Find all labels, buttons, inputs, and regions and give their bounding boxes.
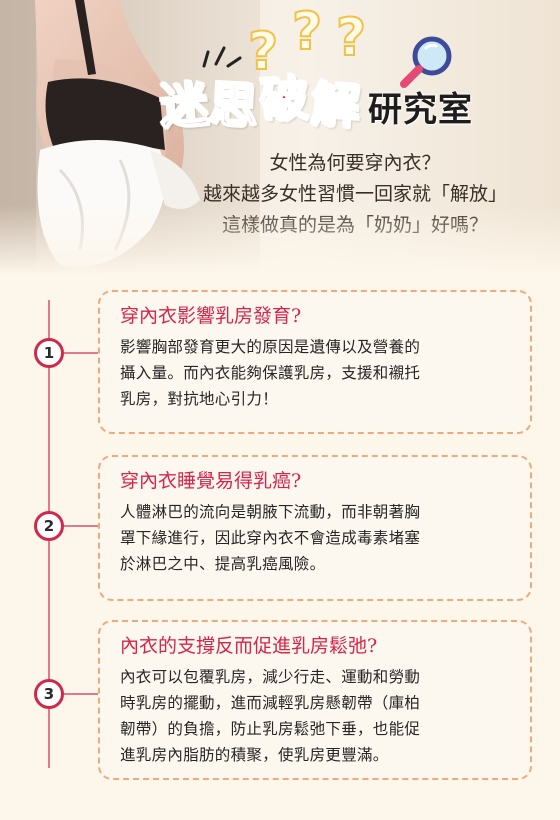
title-char: 解 — [309, 75, 365, 136]
card-title: 穿內衣影響乳房發育? — [120, 305, 302, 327]
card-line: 乳房，對抗地心引力！ — [120, 390, 279, 408]
timeline-connector — [64, 525, 98, 527]
header-banner: ? ? ? 迷 思 破 解 研究室 女性為何要穿內衣？ 越來越多女性習慣一回家就… — [0, 0, 560, 275]
card-body: 人體淋巴的流向是朝腋下流動，而非朝著胸 罩下緣進行，因此穿內衣不會造成毒素堵塞 … — [120, 499, 514, 577]
timeline-connector — [64, 693, 98, 695]
title-char: 思 — [207, 76, 262, 137]
card-body: 內衣可以包覆乳房，減少行走、運動和勞動 時乳房的擺動，進而減輕乳房懸韌帶（庫柏 … — [120, 664, 514, 768]
question-mark-icon: ? — [335, 7, 367, 69]
intro-line: 女性為何要穿內衣？ — [269, 152, 441, 174]
card-line: 罩下緣進行，因此穿內衣不會造成毒素堵塞 — [120, 529, 421, 547]
card-line: 韌帶）的負擔，防止乳房鬆弛下垂，也能促 — [120, 720, 421, 738]
page-title: 迷 思 破 解 研究室 — [157, 66, 540, 137]
title-char: 破 — [258, 70, 313, 131]
card-line: 內衣可以包覆乳房，減少行走、運動和勞動 — [120, 668, 421, 686]
title-suffix: 研究室 — [368, 90, 473, 130]
card-title: 內衣的支撐反而促進乳房鬆弛? — [120, 635, 378, 657]
faq-card-1: 穿內衣影響乳房發育? 影響胸部發育更大的原因是遺傳以及營養的 攝入量。而內衣能夠… — [98, 290, 532, 434]
card-line: 人體淋巴的流向是朝腋下流動，而非朝著胸 — [120, 503, 421, 521]
card-line: 於淋巴之中、提高乳癌風險。 — [120, 555, 326, 573]
surprise-marks-icon — [202, 46, 242, 68]
header-fade — [0, 205, 560, 275]
card-line: 時乳房的擺動，進而減輕乳房懸韌帶（庫柏 — [120, 694, 421, 712]
intro-line: 越來越多女性習慣一回家就「解放」 — [202, 183, 507, 205]
step-number-badge: 3 — [34, 679, 64, 709]
card-title: 穿內衣睡覺易得乳癌? — [120, 470, 302, 492]
title-char: 迷 — [157, 75, 213, 136]
step-number-badge: 1 — [34, 338, 64, 368]
card-line: 影響胸部發育更大的原因是遺傳以及營養的 — [120, 338, 421, 356]
magnifier-icon — [400, 36, 452, 88]
timeline-connector — [64, 352, 98, 354]
faq-card-3: 內衣的支撐反而促進乳房鬆弛? 內衣可以包覆乳房，減少行走、運動和勞動 時乳房的擺… — [98, 620, 532, 780]
question-mark-icon: ? — [291, 1, 323, 63]
faq-card-2: 穿內衣睡覺易得乳癌? 人體淋巴的流向是朝腋下流動，而非朝著胸 罩下緣進行，因此穿… — [98, 455, 532, 601]
card-line: 進乳房內脂肪的積聚，使乳房更豐滿。 — [120, 746, 389, 764]
step-number-badge: 2 — [34, 511, 64, 541]
question-mark-icon: ? — [247, 21, 279, 83]
card-line: 攝入量。而內衣能夠保護乳房，支援和襯托 — [120, 364, 421, 382]
card-body: 影響胸部發育更大的原因是遺傳以及營養的 攝入量。而內衣能夠保護乳房，支援和襯托 … — [120, 334, 514, 412]
